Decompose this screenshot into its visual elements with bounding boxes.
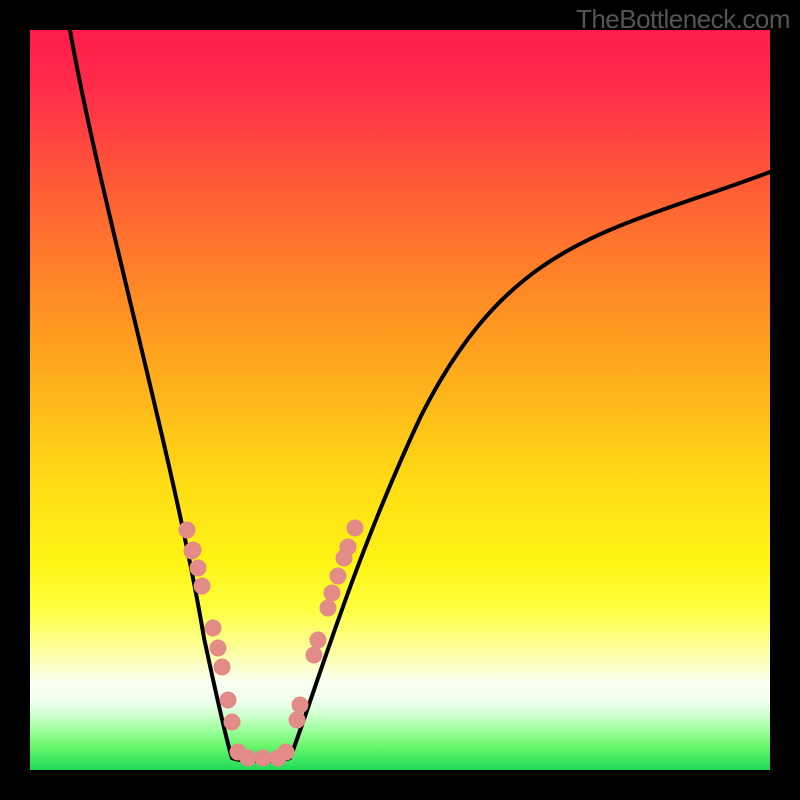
chart-container: TheBottleneck.com bbox=[0, 0, 800, 800]
data-marker bbox=[330, 568, 347, 585]
data-marker bbox=[194, 578, 211, 595]
data-marker bbox=[310, 632, 327, 649]
data-marker bbox=[179, 522, 196, 539]
data-marker bbox=[205, 620, 222, 637]
data-marker bbox=[278, 744, 295, 761]
data-marker bbox=[220, 692, 237, 709]
data-marker bbox=[292, 697, 309, 714]
data-marker bbox=[224, 714, 241, 731]
data-marker bbox=[240, 750, 257, 767]
data-marker bbox=[306, 647, 323, 664]
data-marker bbox=[190, 560, 207, 577]
data-marker bbox=[324, 585, 341, 602]
plot-svg bbox=[0, 0, 800, 800]
data-marker bbox=[184, 543, 201, 560]
data-marker bbox=[347, 520, 364, 537]
data-marker bbox=[289, 712, 306, 729]
data-marker bbox=[255, 750, 272, 767]
data-marker bbox=[214, 659, 231, 676]
data-marker bbox=[340, 539, 357, 556]
watermark-text: TheBottleneck.com bbox=[576, 4, 790, 35]
data-marker bbox=[210, 640, 227, 657]
data-marker bbox=[320, 600, 337, 617]
